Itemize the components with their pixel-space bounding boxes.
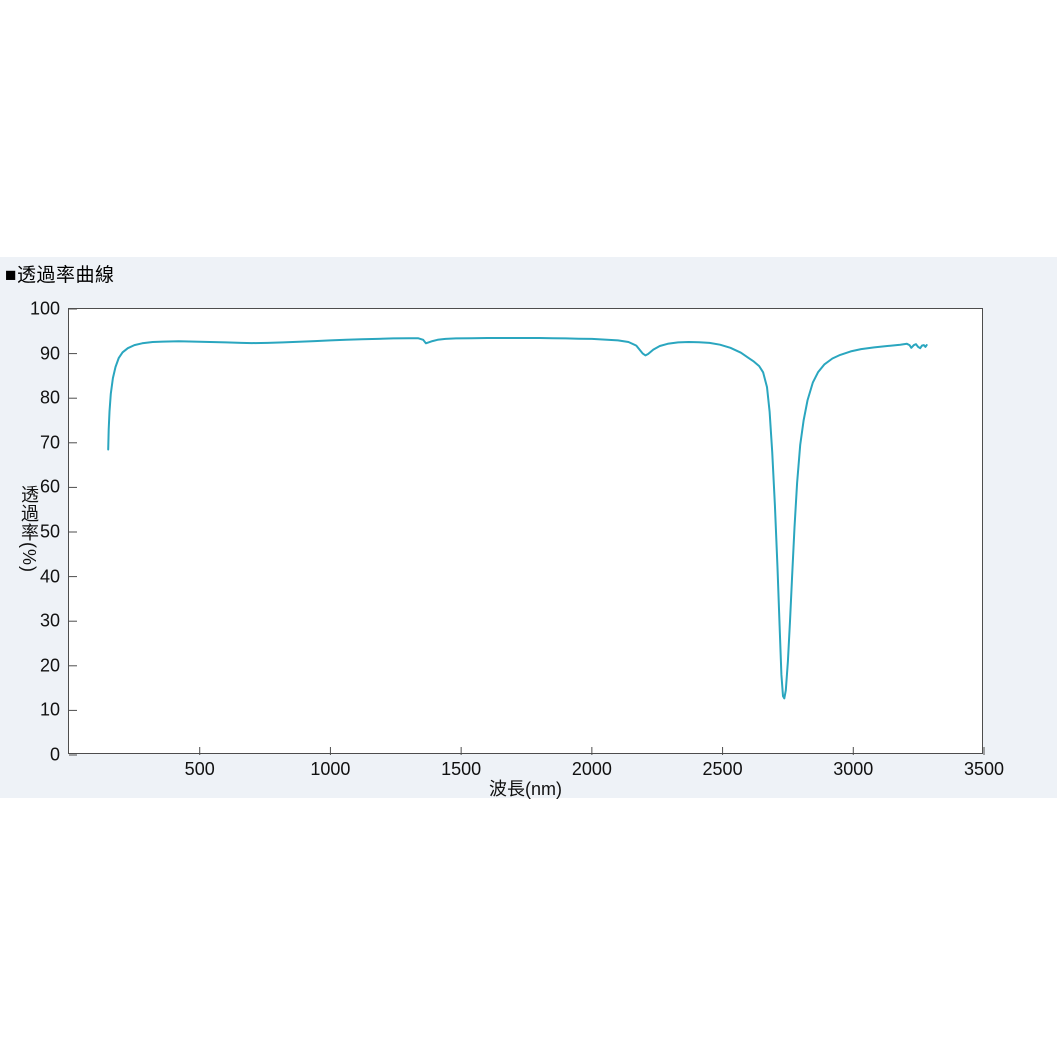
x-tick-label: 2000 — [571, 759, 612, 779]
y-tick-label: 70 — [39, 432, 60, 453]
y-tick-label: 30 — [39, 610, 60, 631]
y-axis-title: 透過率(%) — [19, 485, 39, 573]
y-tick-label: 20 — [39, 655, 60, 676]
x-tick-label: 3500 — [963, 759, 1005, 779]
y-tick-label: 60 — [39, 476, 60, 497]
y-tick-label: 40 — [39, 566, 60, 587]
x-tick-label: 3000 — [833, 759, 874, 779]
x-tick-label: 500 — [184, 759, 215, 779]
y-tick-label: 10 — [39, 699, 60, 720]
y-tick-label: 80 — [39, 387, 60, 408]
x-tick-label: 2500 — [702, 759, 743, 779]
x-axis-title: 波長(nm) — [489, 779, 562, 799]
x-tick-label: 1000 — [310, 759, 351, 779]
x-tick-label: 1500 — [441, 759, 482, 779]
y-tick-label: 90 — [39, 343, 60, 364]
panel-title: ■透過率曲線 — [5, 265, 115, 286]
y-tick-label: 50 — [39, 521, 60, 542]
y-tick-label: 0 — [49, 744, 60, 765]
plot-area: 0 10 20 30 40 50 60 70 80 90 100 500 1000 1500 2000 25… — [30, 299, 1004, 780]
transmittance-curve — [69, 308, 985, 756]
transmittance-chart-panel: ■透過率曲線 透過率(%) 波長(nm) 0 10 20 30 40 50 60 70 80 90… — [0, 257, 1057, 799]
y-tick-label: 100 — [29, 298, 60, 319]
